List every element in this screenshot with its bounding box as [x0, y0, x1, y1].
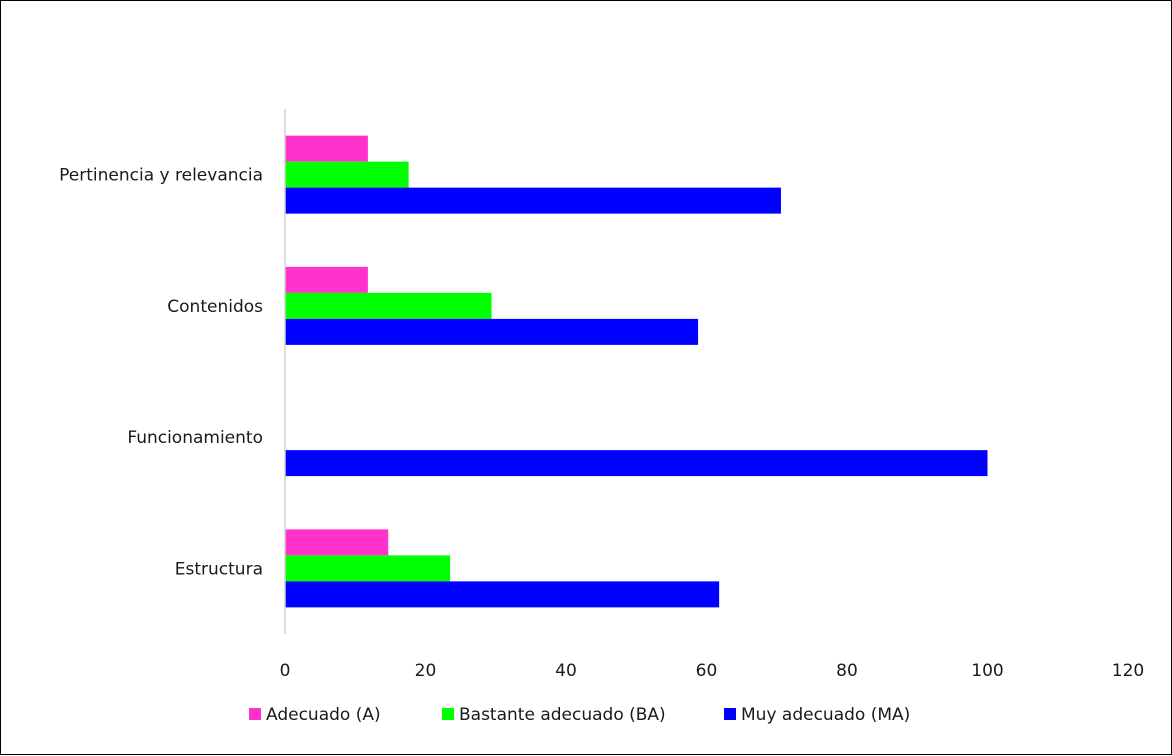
- bar-1-4: [285, 529, 389, 556]
- legend-swatch: [442, 708, 454, 720]
- bar-2-4: [285, 555, 451, 582]
- bar-2-1: [285, 161, 409, 188]
- bar-3-1: [285, 187, 781, 214]
- category-labels: Pertinencia y relevancia Contenidos Funcio…: [59, 166, 263, 580]
- bar-3-2: [285, 318, 699, 345]
- legend: Adecuado (A) Bastante adecuado (BA) Muy ad…: [249, 705, 910, 725]
- x-tick-label: 80: [836, 661, 858, 681]
- legend-label: Muy adecuado (MA): [741, 705, 910, 725]
- legend-swatch: [249, 708, 261, 720]
- category-label: Pertinencia y relevancia: [59, 166, 263, 186]
- x-tick-label: 40: [555, 661, 577, 681]
- bar-1-2: [285, 266, 368, 293]
- x-tick-label: 60: [696, 661, 718, 681]
- x-tick-label: 120: [1112, 661, 1144, 681]
- legend-label: Adecuado (A): [266, 705, 381, 725]
- category-label: Estructura: [175, 559, 263, 579]
- bar-2-2: [285, 292, 492, 319]
- bar-1-1: [285, 135, 368, 162]
- bars-group: [285, 135, 988, 608]
- legend-swatch: [724, 708, 736, 720]
- legend-label: Bastante adecuado (BA): [459, 705, 666, 725]
- x-tick-label: 0: [280, 661, 291, 681]
- x-tick-label: 100: [971, 661, 1003, 681]
- bar-3-4: [285, 581, 720, 608]
- x-tick-label: 20: [415, 661, 437, 681]
- category-label: Funcionamiento: [127, 428, 263, 448]
- category-label: Contenidos: [167, 297, 263, 317]
- x-tick-labels: 0 20 40 60 80 100 120: [280, 661, 1145, 681]
- bar-3-3: [285, 450, 988, 477]
